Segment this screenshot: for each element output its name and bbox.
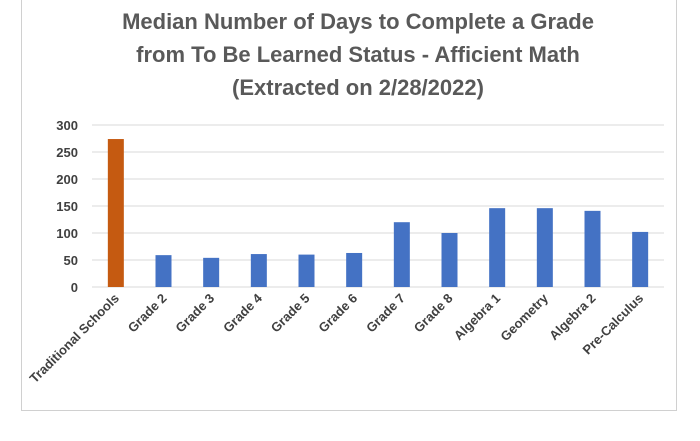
bar <box>298 254 315 287</box>
bar <box>441 233 458 287</box>
y-tick-label: 100 <box>56 226 78 241</box>
bar <box>584 210 601 287</box>
y-tick-label: 300 <box>56 118 78 133</box>
bar <box>536 208 553 287</box>
x-tick-label: Geometry <box>497 290 551 344</box>
x-tick-label: Grade 6 <box>315 291 360 336</box>
chart-title-line-3: (Extracted on 2/28/2022) <box>232 75 484 100</box>
x-tick-label: Algebra 1 <box>451 291 504 344</box>
bar <box>155 255 172 287</box>
gridlines <box>92 124 664 288</box>
x-tick-label: Grade 2 <box>125 291 170 336</box>
chart-title-line-2: from To Be Learned Status - Afficient Ma… <box>136 42 580 67</box>
y-tick-label: 50 <box>64 253 78 268</box>
x-axis-tick-labels: Traditional Schools Grade 2 Grade 3 Grade 4… <box>27 290 647 386</box>
bar <box>107 139 124 287</box>
bar <box>346 252 363 287</box>
x-tick-label: Traditional Schools <box>27 291 122 386</box>
y-axis-tick-labels: 0 50 100 150 200 250 300 <box>56 118 78 295</box>
x-tick-label: Grade 7 <box>363 291 408 336</box>
y-tick-label: 200 <box>56 172 78 187</box>
x-tick-label: Grade 8 <box>411 291 456 336</box>
chart-title: Median Number of Days to Complete a Grad… <box>122 9 594 100</box>
y-tick-label: 250 <box>56 145 78 160</box>
chart-title-line-1: Median Number of Days to Complete a Grad… <box>122 9 594 34</box>
bar <box>489 208 506 287</box>
x-tick-label: Grade 5 <box>268 291 313 336</box>
bar <box>203 257 220 287</box>
bar <box>632 231 649 287</box>
bar <box>250 254 267 287</box>
bars <box>107 139 649 287</box>
y-tick-label: 0 <box>71 280 78 295</box>
y-tick-label: 150 <box>56 199 78 214</box>
bar <box>393 222 410 287</box>
x-tick-label: Grade 3 <box>172 291 217 336</box>
x-tick-label: Grade 4 <box>220 290 265 335</box>
